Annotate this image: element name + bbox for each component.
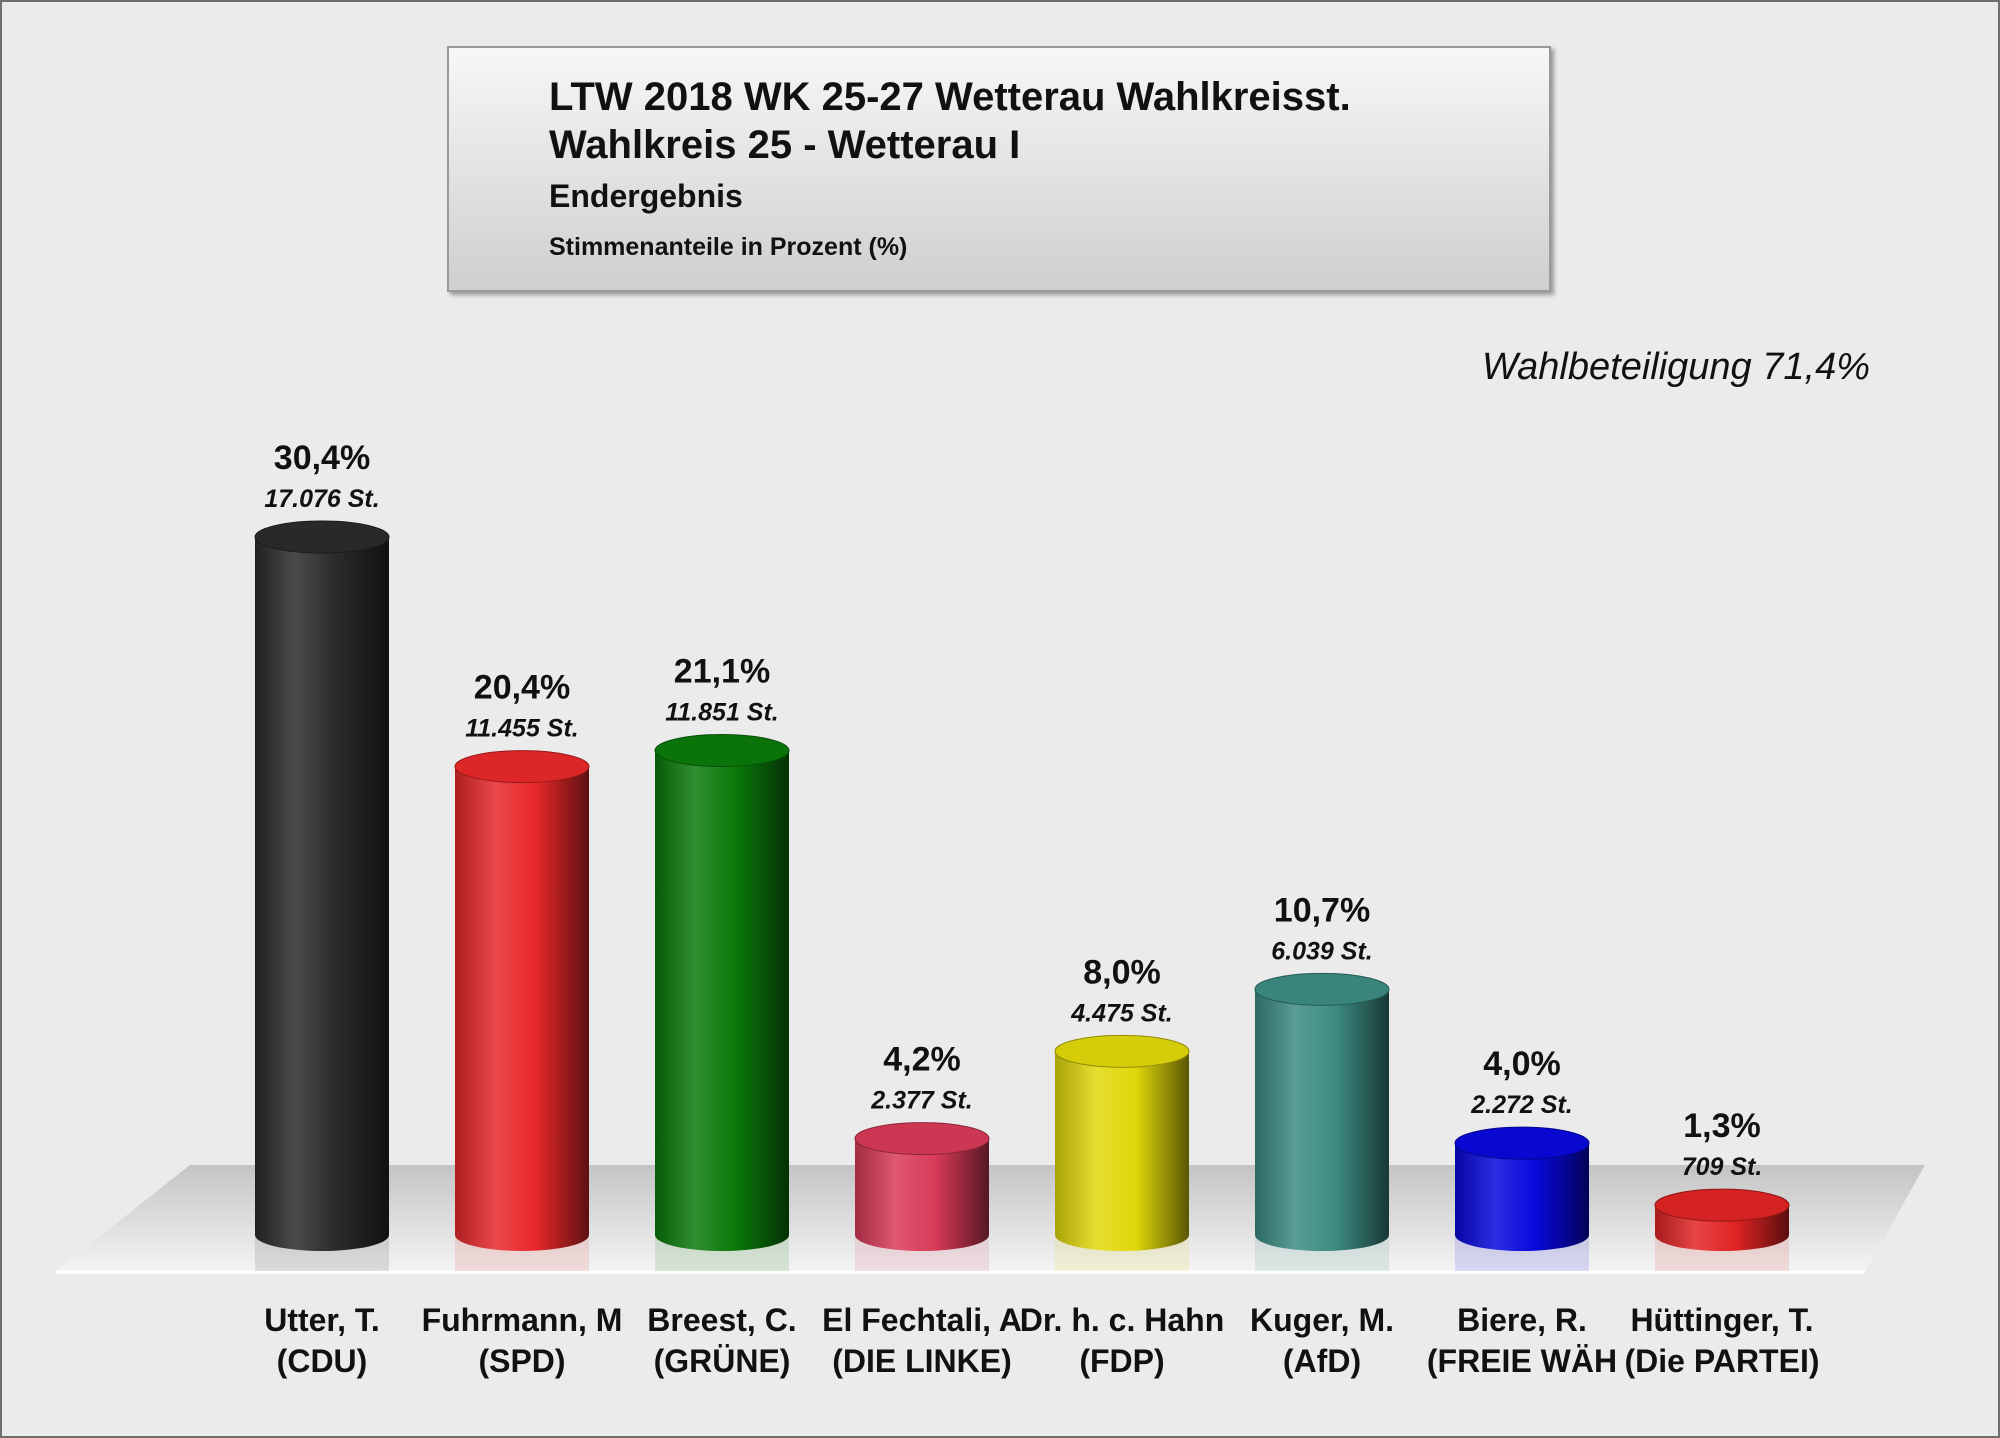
category-name: Dr. h. c. Hahn: [1020, 1302, 1224, 1338]
value-label: 30,4%: [274, 439, 370, 477]
value-label: 1,3%: [1683, 1107, 1761, 1145]
category-party: (SPD): [478, 1343, 565, 1379]
bar-top: [1254, 972, 1390, 1006]
votes-label: 709 St.: [1682, 1153, 1763, 1181]
bar: [1055, 1051, 1189, 1251]
value-label: 8,0%: [1083, 953, 1161, 991]
votes-label: 4.475 St.: [1070, 999, 1172, 1027]
category-name: Breest, C.: [647, 1302, 796, 1338]
bar-top: [1054, 1034, 1190, 1068]
bar-top: [854, 1122, 990, 1156]
bar: [1455, 1143, 1589, 1251]
category-party: (Die PARTEI): [1625, 1343, 1820, 1379]
votes-label: 11.851 St.: [665, 699, 779, 727]
category-name: El Fechtali, A: [822, 1302, 1022, 1338]
votes-label: 11.455 St.: [465, 715, 579, 743]
value-label: 21,1%: [674, 653, 770, 691]
category-party: (FREIE WÄH: [1427, 1343, 1617, 1379]
chart-title: LTW 2018 WK 25-27 Wetterau Wahlkreisst.: [549, 75, 1351, 119]
value-label: 4,0%: [1483, 1045, 1561, 1083]
votes-label: 2.272 St.: [1470, 1091, 1572, 1119]
bar: [855, 1138, 989, 1251]
category-party: (GRÜNE): [654, 1343, 791, 1379]
bar: [255, 537, 389, 1251]
title-box: LTW 2018 WK 25-27 Wetterau Wahlkreisst. …: [447, 46, 1551, 292]
bar: [1255, 989, 1389, 1251]
category-party: (DIE LINKE): [832, 1343, 1012, 1379]
bar-top: [654, 734, 790, 768]
unit-note: Stimmenanteile in Prozent (%): [549, 233, 908, 261]
category-name: Fuhrmann, M: [422, 1302, 623, 1338]
category-party: (FDP): [1079, 1343, 1164, 1379]
votes-label: 6.039 St.: [1271, 937, 1372, 965]
category-name: Hüttinger, T.: [1630, 1302, 1813, 1338]
votes-label: 2.377 St.: [870, 1087, 972, 1115]
bar-top: [254, 520, 390, 554]
turnout-label: Wahlbeteiligung 71,4%: [1481, 346, 1870, 388]
category-name: Biere, R.: [1457, 1302, 1587, 1338]
votes-label: 17.076 St.: [264, 485, 379, 513]
category-name: Kuger, M.: [1250, 1302, 1394, 1338]
bar-top: [454, 750, 590, 784]
bar: [455, 766, 589, 1251]
category-party: (CDU): [277, 1343, 368, 1379]
category-party: (AfD): [1283, 1343, 1361, 1379]
value-label: 4,2%: [883, 1041, 961, 1079]
category-name: Utter, T.: [264, 1302, 380, 1338]
bar: [655, 750, 789, 1251]
value-label: 10,7%: [1274, 891, 1370, 929]
bar-top: [1654, 1188, 1790, 1222]
chart-title-line2: Wahlkreis 25 - Wetterau I: [549, 123, 1021, 167]
chart-subtitle: Endergebnis: [549, 178, 743, 214]
bar-top: [1454, 1126, 1590, 1160]
value-label: 20,4%: [474, 669, 570, 707]
